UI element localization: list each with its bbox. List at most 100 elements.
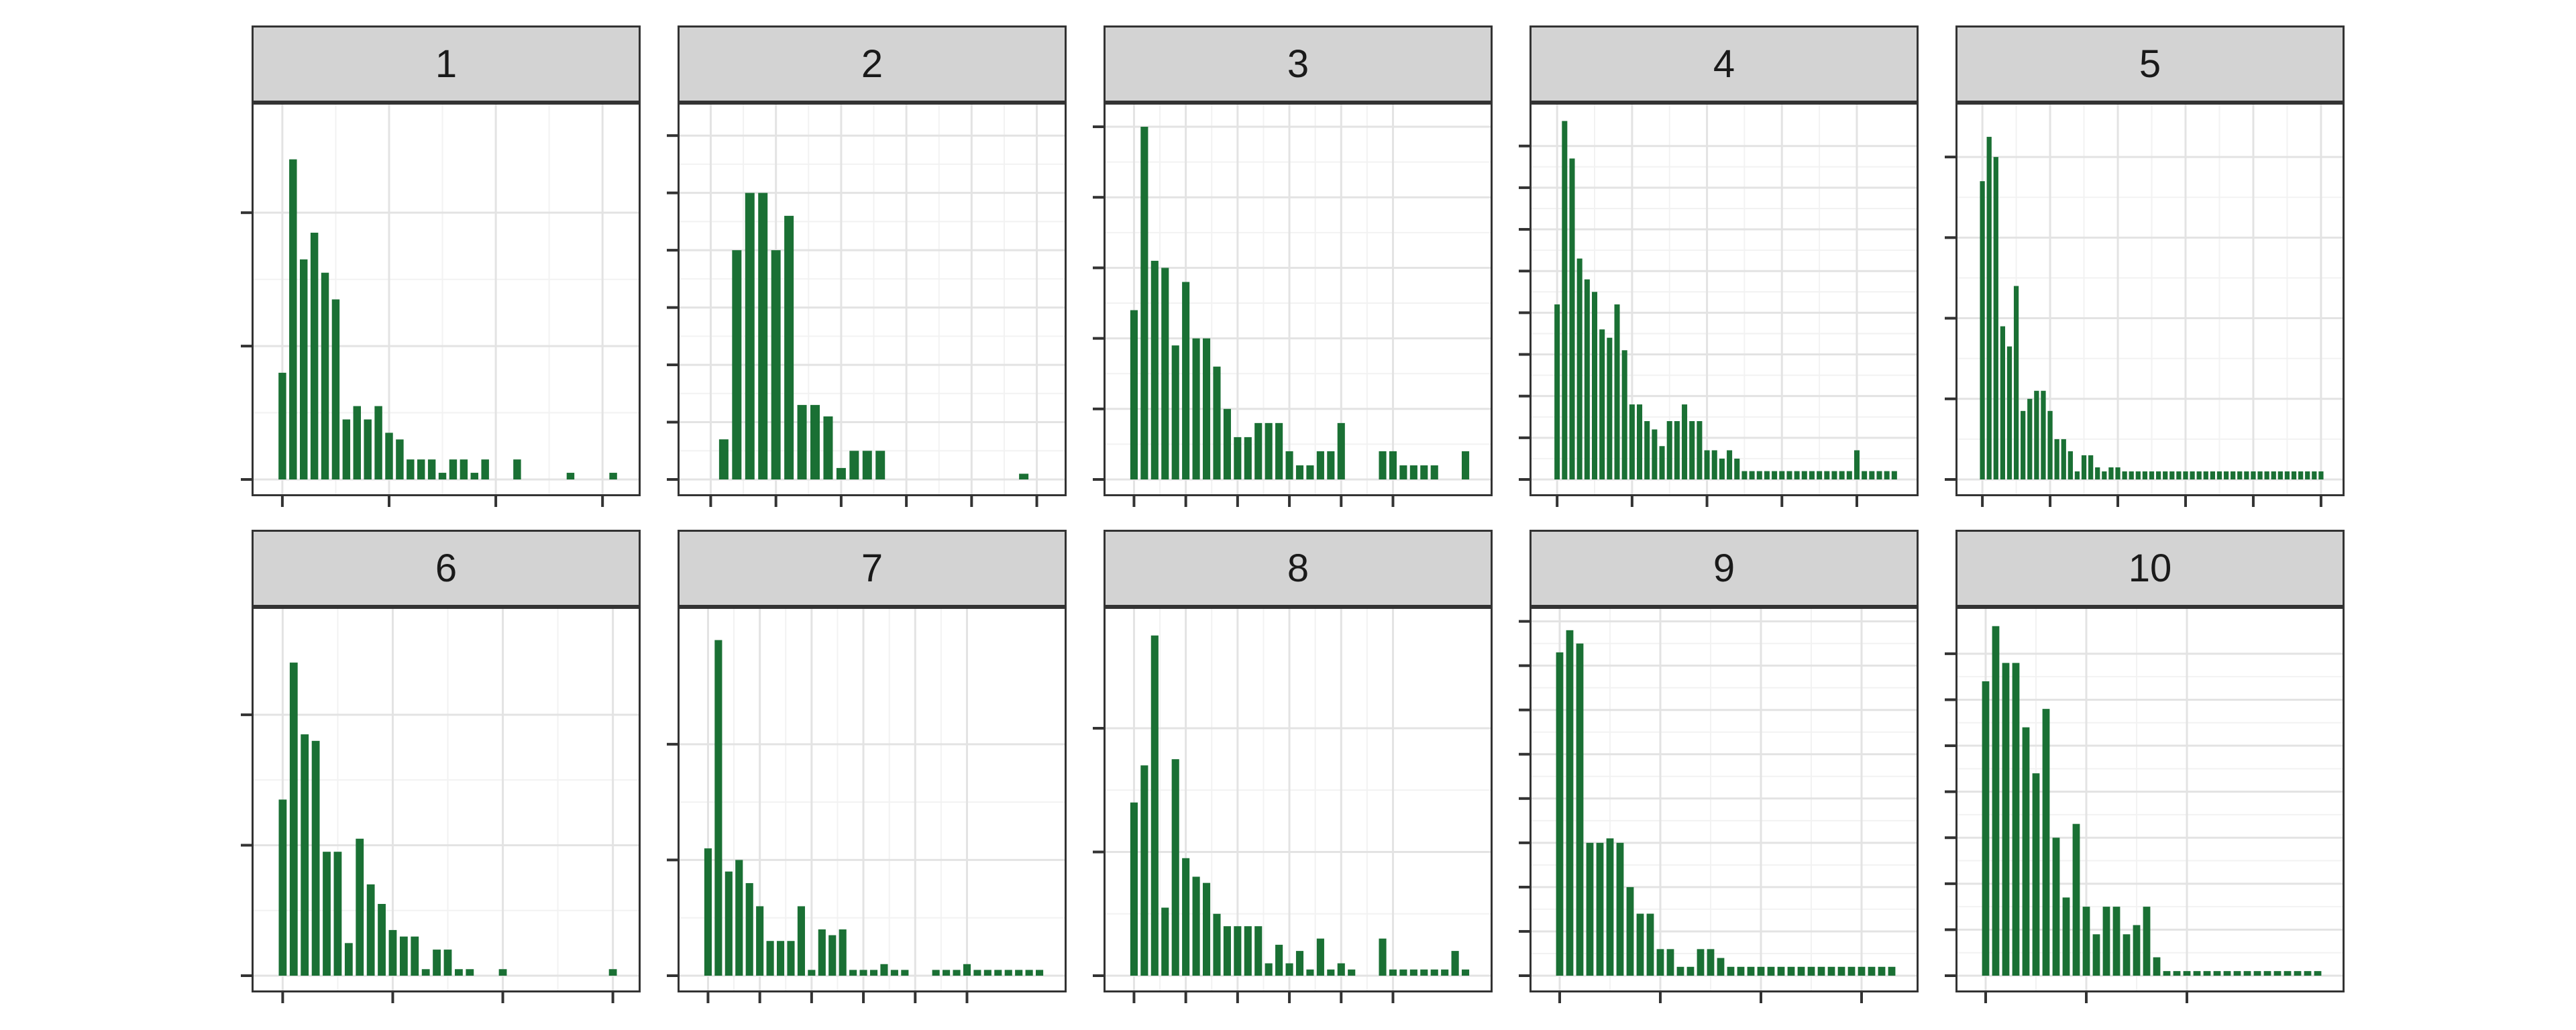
bar bbox=[2012, 663, 2020, 976]
bar bbox=[1666, 949, 1674, 976]
bar bbox=[810, 404, 820, 479]
bar bbox=[1986, 137, 1992, 480]
facet-label: 7 bbox=[861, 547, 883, 590]
bar bbox=[2169, 471, 2175, 479]
bar bbox=[1265, 422, 1273, 479]
bar bbox=[732, 250, 742, 479]
bar bbox=[1234, 926, 1242, 976]
bar bbox=[2196, 471, 2202, 479]
facet-strip-3: 3 bbox=[1104, 25, 1493, 103]
bar bbox=[1025, 970, 1033, 976]
bar bbox=[1606, 838, 1614, 976]
bar bbox=[758, 192, 768, 479]
bar bbox=[1596, 842, 1604, 976]
bar bbox=[1747, 966, 1755, 976]
bar bbox=[1982, 681, 1990, 976]
bar bbox=[301, 734, 309, 976]
bar bbox=[344, 943, 353, 976]
bar bbox=[1254, 926, 1263, 976]
bar bbox=[1779, 471, 1785, 479]
bar bbox=[1409, 969, 1417, 976]
bar bbox=[1682, 404, 1688, 479]
bar bbox=[787, 941, 795, 976]
bar bbox=[1888, 966, 1896, 976]
panel-border bbox=[1104, 607, 1493, 992]
bar bbox=[2153, 957, 2161, 976]
bar bbox=[1202, 882, 1211, 976]
facet-panel-3 bbox=[1093, 103, 1493, 507]
bar bbox=[1576, 643, 1584, 976]
bar bbox=[1399, 969, 1407, 976]
bar bbox=[2213, 971, 2221, 976]
bar bbox=[1757, 966, 1765, 976]
bar bbox=[901, 970, 909, 976]
bar bbox=[714, 640, 722, 976]
bar bbox=[407, 459, 415, 479]
bar bbox=[2210, 471, 2215, 479]
bar bbox=[1451, 951, 1459, 976]
facet-label: 8 bbox=[1287, 547, 1309, 590]
bar bbox=[2000, 326, 2006, 479]
bar bbox=[2183, 471, 2188, 479]
bar bbox=[880, 964, 888, 976]
bar bbox=[388, 929, 397, 976]
bar bbox=[963, 964, 971, 976]
facet-strip-4: 4 bbox=[1529, 25, 1919, 103]
bar bbox=[1130, 310, 1138, 479]
bar bbox=[396, 439, 404, 479]
bar bbox=[735, 860, 743, 976]
bar bbox=[2233, 971, 2241, 976]
facet-strip-8: 8 bbox=[1104, 530, 1493, 607]
bar bbox=[1254, 422, 1263, 479]
facet-strip-6: 6 bbox=[252, 530, 641, 607]
bar bbox=[836, 467, 846, 479]
bar bbox=[1741, 471, 1748, 479]
bar bbox=[849, 451, 859, 479]
bar bbox=[2243, 971, 2251, 976]
bar bbox=[1891, 471, 1897, 479]
bar bbox=[2176, 471, 2182, 479]
bar bbox=[1285, 451, 1293, 479]
facet-label: 2 bbox=[861, 42, 883, 86]
bar bbox=[983, 970, 991, 976]
bar bbox=[278, 799, 287, 976]
bar bbox=[2034, 390, 2039, 479]
facet-label: 9 bbox=[1713, 547, 1735, 590]
facet-panel-10 bbox=[1945, 607, 2345, 1003]
bar bbox=[2223, 471, 2229, 479]
bar bbox=[1150, 260, 1159, 479]
bar bbox=[2237, 471, 2243, 479]
bar bbox=[1847, 966, 1856, 976]
bar bbox=[1827, 966, 1835, 976]
bar bbox=[797, 906, 805, 976]
facet-label: 5 bbox=[2139, 42, 2161, 86]
bar bbox=[1556, 652, 1564, 976]
bar bbox=[1584, 279, 1590, 479]
bar bbox=[1801, 471, 1807, 479]
bar bbox=[1599, 329, 1605, 479]
bar bbox=[1764, 471, 1770, 479]
bar bbox=[1244, 437, 1252, 479]
bar bbox=[756, 906, 764, 976]
bar bbox=[1876, 471, 1882, 479]
bar bbox=[2006, 346, 2012, 479]
bar bbox=[1562, 121, 1568, 479]
bar bbox=[1869, 471, 1875, 479]
bar bbox=[1409, 465, 1417, 479]
bar bbox=[766, 941, 774, 976]
bar bbox=[1285, 963, 1293, 976]
bar bbox=[1707, 949, 1715, 976]
bar bbox=[2257, 471, 2263, 479]
bar bbox=[2054, 439, 2059, 479]
bar bbox=[1420, 969, 1428, 976]
bar bbox=[443, 950, 452, 976]
bar bbox=[2273, 971, 2282, 976]
bar bbox=[890, 970, 898, 976]
bar bbox=[973, 970, 981, 976]
bar bbox=[1794, 471, 1800, 479]
bar bbox=[1389, 451, 1397, 479]
bar bbox=[1140, 127, 1148, 479]
bar bbox=[1676, 966, 1684, 976]
facet-panel-5 bbox=[1945, 103, 2345, 507]
bar bbox=[1140, 765, 1148, 976]
